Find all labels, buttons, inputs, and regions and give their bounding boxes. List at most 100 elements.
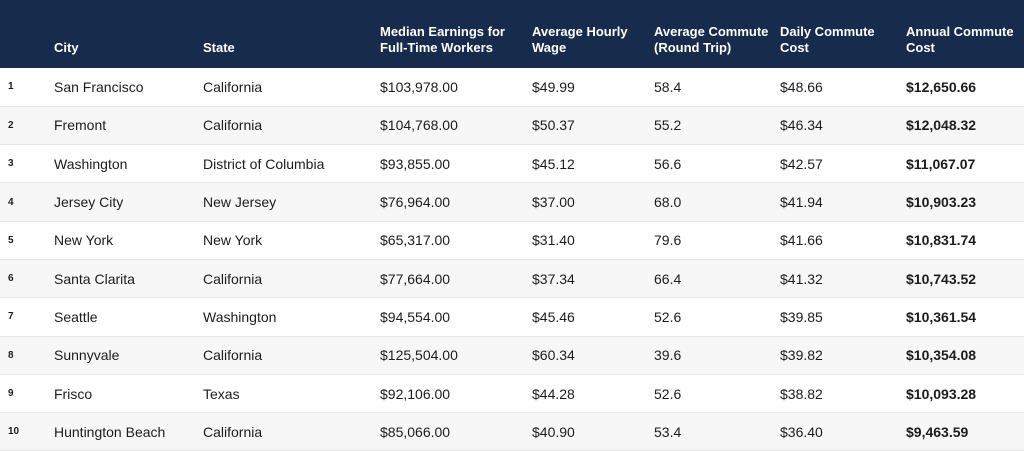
cell-rank: 1	[8, 81, 14, 93]
cell-average-commute: 52.6	[654, 385, 682, 402]
cell-daily-cost: $36.40	[780, 423, 823, 440]
header-median-earnings[interactable]: Median Earnings for Full-Time Workers	[380, 24, 505, 55]
cell-state: California	[203, 117, 263, 134]
cell-state: California	[203, 270, 263, 287]
cell-annual-cost: $10,361.54	[906, 308, 977, 325]
cell-rank: 4	[8, 196, 14, 208]
cell-city: San Francisco	[54, 78, 144, 95]
cell-daily-cost: $42.57	[780, 155, 823, 172]
cell-hourly-wage: $37.00	[532, 194, 575, 211]
cell-average-commute: 79.6	[654, 232, 682, 249]
table-row: 7 Seattle Washington $94,554.00 $45.46 52.6 $3…	[0, 298, 1024, 337]
header-rank[interactable]	[0, 0, 54, 68]
cell-average-commute: 55.2	[654, 117, 682, 134]
header-annual-cost[interactable]: Annual Commute Cost	[906, 24, 1014, 55]
cell-daily-cost: $39.85	[780, 308, 823, 325]
cell-rank: 3	[8, 158, 14, 170]
cell-daily-cost: $46.34	[780, 117, 823, 134]
cell-annual-cost: $12,650.66	[906, 78, 977, 95]
cell-annual-cost: $10,354.08	[906, 347, 977, 364]
cell-state: California	[203, 347, 263, 364]
cell-average-commute: 66.4	[654, 270, 682, 287]
cell-hourly-wage: $50.37	[532, 117, 575, 134]
cell-annual-cost: $9,463.59	[906, 423, 969, 440]
cell-city: Jersey City	[54, 194, 124, 211]
cell-state: California	[203, 423, 263, 440]
table-row: 6 Santa Clarita California $77,664.00 $37.34…	[0, 259, 1024, 298]
cell-hourly-wage: $49.99	[532, 78, 575, 95]
cell-average-commute: 68.0	[654, 194, 682, 211]
cell-median-earnings: $103,978.00	[380, 78, 458, 95]
cell-average-commute: 56.6	[654, 155, 682, 172]
cell-rank: 6	[8, 273, 14, 285]
header-city[interactable]: City	[54, 40, 79, 55]
table-row: 10 Huntington Beach California $85,066.00 $4…	[0, 412, 1024, 451]
cell-median-earnings: $85,066.00	[380, 423, 451, 440]
cell-annual-cost: $11,067.07	[906, 155, 976, 172]
cell-state: California	[203, 78, 263, 95]
cell-hourly-wage: $40.90	[532, 423, 575, 440]
header-average-commute[interactable]: Average Commute (Round Trip)	[654, 24, 769, 55]
cell-median-earnings: $92,106.00	[380, 385, 451, 402]
cell-state: District of Columbia	[203, 155, 325, 172]
cell-city: Seattle	[54, 308, 98, 325]
cell-rank: 10	[8, 426, 20, 438]
cell-rank: 9	[8, 388, 14, 400]
cell-median-earnings: $77,664.00	[380, 270, 451, 287]
cell-median-earnings: $65,317.00	[380, 232, 451, 249]
cell-rank: 7	[8, 311, 14, 323]
header-hourly-wage[interactable]: Average Hourly Wage	[532, 24, 628, 55]
cell-average-commute: 58.4	[654, 78, 682, 95]
header-state[interactable]: State	[203, 40, 235, 55]
cell-median-earnings: $125,504.00	[380, 347, 458, 364]
cell-rank: 8	[8, 349, 14, 361]
cell-state: New York	[203, 232, 263, 249]
cell-median-earnings: $104,768.00	[380, 117, 458, 134]
cell-state: Washington	[203, 308, 277, 325]
cell-city: Fremont	[54, 117, 107, 134]
cell-average-commute: 52.6	[654, 308, 682, 325]
cell-annual-cost: $10,903.23	[906, 194, 977, 211]
table-row: 5 New York New York $65,317.00 $31.40 79.6 $41…	[0, 221, 1024, 260]
header-row: City State Median Earnings for Full-Time…	[0, 0, 1024, 68]
cell-median-earnings: $93,855.00	[380, 155, 451, 172]
table-header: City State Median Earnings for Full-Time…	[0, 0, 1024, 68]
table-row: 9 Frisco Texas $92,106.00 $44.28 52.6 $38.82 $1…	[0, 374, 1024, 413]
cell-hourly-wage: $37.34	[532, 270, 575, 287]
cell-daily-cost: $38.82	[780, 385, 823, 402]
cell-hourly-wage: $60.34	[532, 347, 575, 364]
cell-state: New Jersey	[203, 194, 277, 211]
cell-state: Texas	[203, 385, 240, 402]
cell-city: Washington	[54, 155, 128, 172]
cell-annual-cost: $12,048.32	[906, 117, 977, 134]
cell-annual-cost: $10,743.52	[906, 270, 977, 287]
table-body: 1 San Francisco California $103,978.00 $49.9…	[0, 68, 1024, 451]
cell-daily-cost: $41.32	[780, 270, 823, 287]
cell-hourly-wage: $44.28	[532, 385, 575, 402]
cell-city: Santa Clarita	[54, 270, 135, 287]
cell-rank: 5	[8, 234, 14, 246]
cell-hourly-wage: $31.40	[532, 232, 575, 249]
cell-annual-cost: $10,831.74	[906, 232, 977, 249]
cell-hourly-wage: $45.12	[532, 155, 575, 172]
cell-city: Sunnyvale	[54, 347, 120, 364]
cell-rank: 2	[8, 119, 14, 131]
cell-city: Huntington Beach	[54, 423, 166, 440]
cell-daily-cost: $41.94	[780, 194, 823, 211]
table-row: 2 Fremont California $104,768.00 $50.37 55.2 $…	[0, 106, 1024, 145]
table-row: 4 Jersey City New Jersey $76,964.00 $37.00 68…	[0, 182, 1024, 222]
cell-average-commute: 39.6	[654, 347, 682, 364]
cell-city: New York	[54, 232, 114, 249]
header-daily-cost[interactable]: Daily Commute Cost	[780, 24, 875, 55]
cell-hourly-wage: $45.46	[532, 308, 575, 325]
cell-daily-cost: $48.66	[780, 78, 823, 95]
cell-average-commute: 53.4	[654, 423, 682, 440]
cell-median-earnings: $76,964.00	[380, 194, 451, 211]
cell-daily-cost: $41.66	[780, 232, 823, 249]
table-row: 3 Washington District of Columbia $93,855.0…	[0, 145, 1024, 183]
table-row: 8 Sunnyvale California $125,504.00 $60.34 39.…	[0, 336, 1024, 375]
cell-city: Frisco	[54, 385, 93, 402]
cell-daily-cost: $39.82	[780, 347, 823, 364]
